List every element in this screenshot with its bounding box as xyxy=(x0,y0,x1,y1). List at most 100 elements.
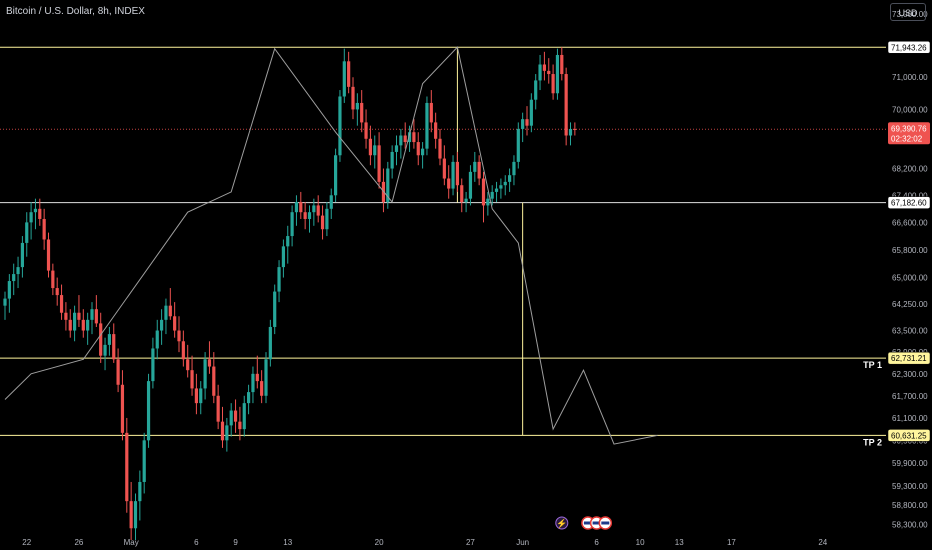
candle-body xyxy=(55,288,59,296)
projection-line xyxy=(4,46,658,445)
y-tick-label: 59,900.00 xyxy=(892,459,928,468)
level-price-label: 60,631.25 xyxy=(891,431,927,440)
candle-body xyxy=(568,128,573,136)
candle-body xyxy=(73,312,77,331)
x-tick-label: 6 xyxy=(194,538,199,547)
candle-body xyxy=(273,291,277,327)
time-axis[interactable]: 22 26 May 6 9 13 20 27 Jun 6 10 13 17 24 xyxy=(22,538,827,547)
candle-body xyxy=(247,392,251,404)
candle-body xyxy=(86,319,90,331)
candle-body xyxy=(355,102,359,110)
candle-body xyxy=(229,410,233,426)
candle-body xyxy=(373,145,377,156)
candle-body xyxy=(164,305,168,320)
candle-body xyxy=(538,64,542,81)
candle-body xyxy=(151,348,155,382)
candle-body xyxy=(199,388,203,404)
candle-body xyxy=(294,202,299,213)
candle-body xyxy=(360,102,364,123)
currency-button[interactable]: USD xyxy=(890,3,926,21)
level-price-label: 62,731.21 xyxy=(891,354,927,363)
candle-body xyxy=(338,96,342,156)
y-tick-label: 58,300.00 xyxy=(892,520,928,529)
candle-body xyxy=(351,86,355,110)
candle-body xyxy=(146,381,151,441)
candle-body xyxy=(120,384,125,433)
candle-body xyxy=(133,501,138,529)
candle-body xyxy=(260,381,264,396)
countdown-label: 02:32:02 xyxy=(891,134,923,143)
candle-body xyxy=(334,155,338,196)
candle-body xyxy=(320,215,325,230)
candle-body xyxy=(468,171,473,199)
candle-body xyxy=(99,323,103,356)
x-tick-label: 27 xyxy=(466,538,475,547)
candle-body xyxy=(312,205,316,213)
candle-body xyxy=(438,138,442,159)
candle-body xyxy=(186,359,190,371)
candle-body xyxy=(464,198,468,203)
candle-body xyxy=(551,74,555,94)
candle-body xyxy=(529,99,533,126)
candle-body xyxy=(508,175,512,182)
candle-body xyxy=(386,168,390,203)
candle-body xyxy=(368,138,372,156)
candle-body xyxy=(316,205,320,216)
level-price-badge xyxy=(887,41,931,54)
candle-body xyxy=(138,481,142,502)
candle-body xyxy=(242,403,246,430)
candle-body xyxy=(503,181,507,186)
candle-body xyxy=(494,188,499,192)
x-tick-label: 10 xyxy=(636,538,645,547)
candle-body xyxy=(364,122,368,139)
candle-body xyxy=(142,440,146,482)
candle-body xyxy=(473,161,477,172)
x-tick-label: 9 xyxy=(233,538,238,547)
x-tick-label: 20 xyxy=(375,538,384,547)
y-tick-label: 64,250.00 xyxy=(892,300,928,309)
event-markers: ⚡ xyxy=(555,516,613,530)
pattern-projection xyxy=(4,46,658,445)
candle-body xyxy=(173,316,177,331)
chart-title: Bitcoin / U.S. Dollar, 8h, INDEX xyxy=(6,6,145,17)
candle-body xyxy=(103,344,107,356)
level-price-label: 67,182.60 xyxy=(891,199,927,208)
x-tick-label: 13 xyxy=(283,538,292,547)
candle-body xyxy=(125,432,129,502)
candle-body xyxy=(251,373,255,393)
candle-body xyxy=(268,326,272,360)
candle-body xyxy=(447,178,451,189)
current-price-badge xyxy=(888,122,930,145)
level-price-label: 71,943.26 xyxy=(891,43,927,52)
candle-body xyxy=(20,242,24,268)
current-price-label: 69,390.76 xyxy=(891,124,927,133)
candle-body xyxy=(512,161,516,176)
candle-body xyxy=(194,388,198,404)
candle-body xyxy=(347,61,351,87)
lightning-glyph: ⚡ xyxy=(556,518,567,530)
y-tick-label: 66,600.00 xyxy=(892,218,928,227)
candle-body xyxy=(38,208,42,219)
candle-body xyxy=(521,119,525,129)
candle-body xyxy=(342,61,346,97)
candle-body xyxy=(460,185,464,203)
candle-body xyxy=(434,122,438,139)
candle-body xyxy=(107,334,111,345)
candle-body xyxy=(455,161,459,186)
candle-body xyxy=(129,501,133,529)
candle-body xyxy=(160,319,164,331)
candle-body xyxy=(390,151,394,169)
candle-body xyxy=(412,132,416,143)
candle-body xyxy=(238,421,242,430)
y-tick-label: 61,700.00 xyxy=(892,392,928,401)
candle-body xyxy=(77,312,81,320)
y-tick-label: 67,400.00 xyxy=(892,191,928,200)
candle-body xyxy=(225,425,229,441)
candle-body xyxy=(233,410,238,422)
x-tick-label: 17 xyxy=(727,538,736,547)
price-axis[interactable]: 73,000.00 71,000.00 70,000.00 68,200.00 67,4… xyxy=(892,10,928,529)
candle-body xyxy=(377,145,381,182)
level-price-badge xyxy=(887,196,931,209)
